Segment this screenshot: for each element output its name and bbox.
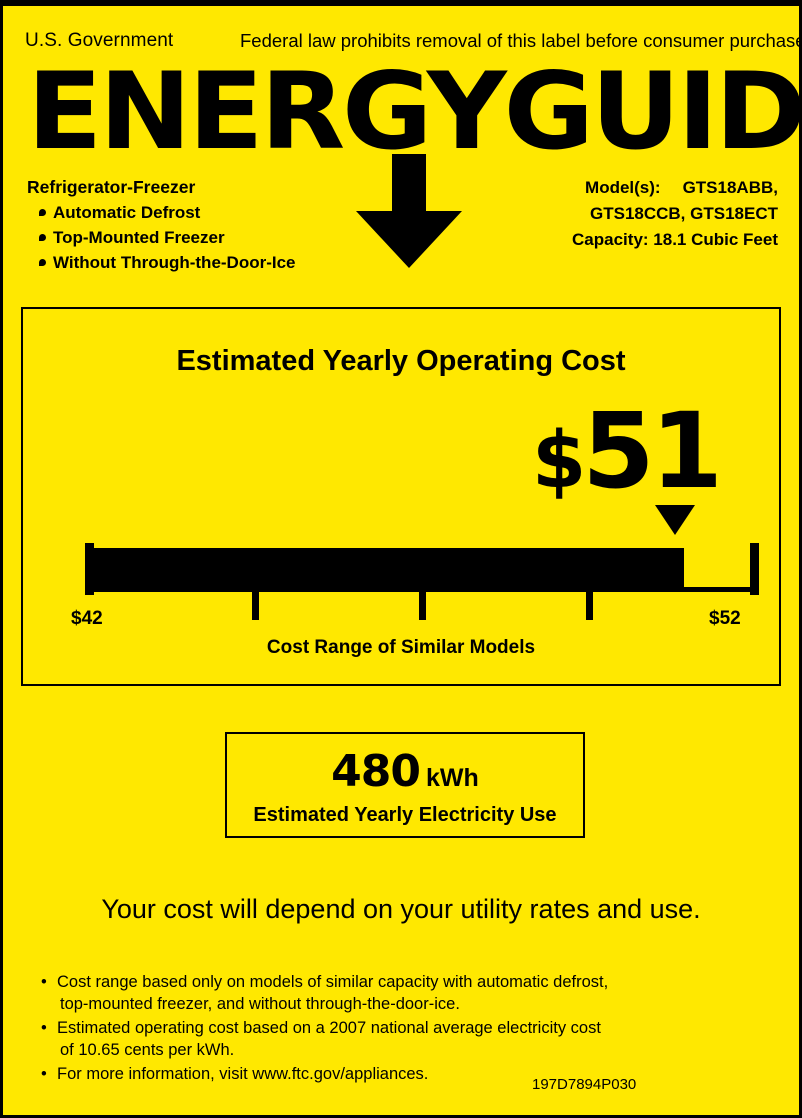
model-info-block: Model(s): GTS18ABB, GTS18CCB, GTS18ECT Ca… [572, 175, 778, 253]
scale-tick [586, 592, 593, 620]
kwh-value-row: 480 kWh [227, 746, 583, 797]
product-spec-list: Refrigerator-Freezer Automatic Defrost T… [27, 175, 357, 275]
part-number: 197D7894P030 [532, 1076, 637, 1093]
legal-notice-text: Federal law prohibits removal of this la… [240, 30, 802, 51]
footnote-line: Estimated operating cost based on a 2007… [57, 1019, 601, 1037]
footnote-item: For more information, visit www.ftc.gov/… [39, 1064, 699, 1086]
operating-cost-box: Estimated Yearly Operating Cost $51 $42 … [21, 307, 781, 686]
footnote-line: top-mounted freezer, and without through… [60, 994, 460, 1013]
feature-item: Top-Mounted Freezer [39, 225, 357, 250]
range-low-label: $42 [71, 608, 103, 629]
scale-tick [419, 592, 426, 620]
cost-disclaimer: Your cost will depend on your utility ra… [101, 894, 701, 924]
model-line-1: Model(s): GTS18ABB, [572, 175, 778, 201]
product-feature-list: Automatic Defrost Top-Mounted Freezer Wi… [27, 200, 357, 275]
model-numbers-line2: GTS18CCB, GTS18ECT [590, 204, 778, 223]
scale-tick [252, 592, 259, 620]
range-caption: Cost Range of Similar Models [266, 637, 536, 658]
scale-baseline [85, 587, 759, 592]
feature-item: Without Through-the-Door-Ice [39, 250, 357, 275]
footnote-line: of 10.65 cents per kWh. [60, 1040, 235, 1059]
kwh-value: 480 [331, 746, 421, 797]
label-header: U.S. Government Federal law prohibits re… [25, 30, 802, 54]
energyguide-logo: ENERGYGUIDE [27, 58, 802, 166]
range-high-label: $52 [709, 608, 741, 629]
footnote-list: Cost range based only on models of simil… [39, 972, 699, 1089]
kwh-caption: Estimated Yearly Electricity Use [253, 804, 557, 826]
energyguide-wordmark: ENERGYGUIDE [27, 48, 802, 174]
product-category: Refrigerator-Freezer [27, 177, 196, 197]
capacity-text: Capacity: 18.1 Cubic Feet [572, 230, 778, 249]
operating-cost-amount: $51 [531, 399, 723, 506]
models-label: Model(s): [585, 178, 661, 197]
kwh-unit: kWh [426, 764, 479, 792]
government-text: U.S. Government [25, 30, 174, 51]
feature-item: Automatic Defrost [39, 200, 357, 225]
scale-right-cap [750, 543, 759, 595]
down-triangle-marker [655, 505, 695, 535]
footnote-item: Cost range based only on models of simil… [39, 972, 699, 1015]
currency-symbol: $ [531, 416, 586, 506]
model-numbers-line1: GTS18ABB, [682, 178, 778, 197]
electricity-use-box: 480 kWh Estimated Yearly Electricity Use [225, 732, 585, 838]
footnote-line: Cost range based only on models of simil… [57, 973, 609, 991]
cost-range-scale [85, 505, 759, 620]
scale-fill-bar [85, 548, 684, 587]
footnote-line: For more information, visit www.ftc.gov/… [57, 1065, 429, 1083]
cost-value: 51 [582, 390, 723, 512]
footnote-item: Estimated operating cost based on a 2007… [39, 1018, 699, 1061]
operating-cost-title: Estimated Yearly Operating Cost [176, 345, 626, 377]
